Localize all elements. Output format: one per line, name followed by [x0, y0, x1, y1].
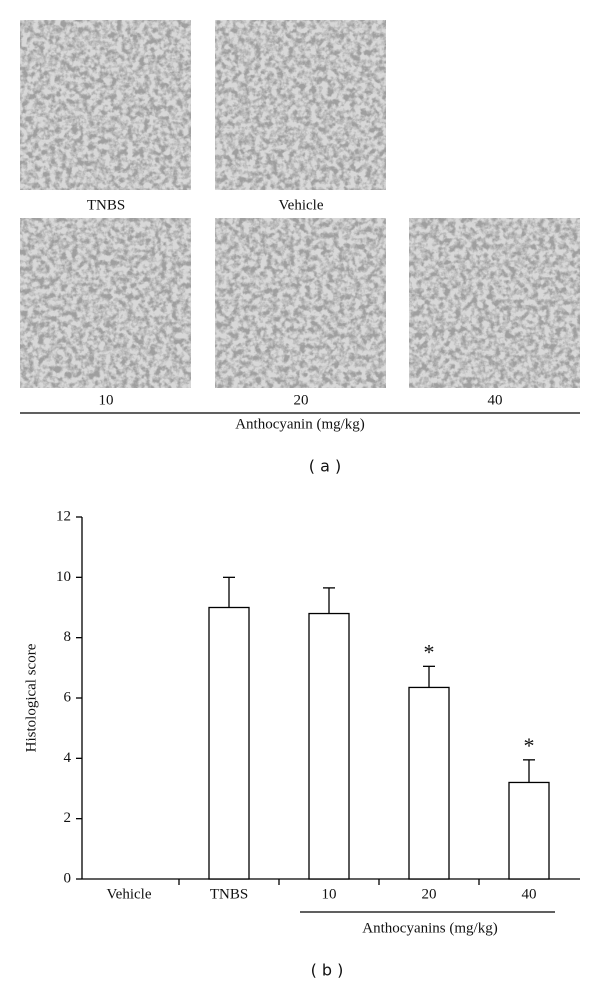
image-caption: Vehicle	[279, 197, 324, 213]
x-tick-label: 10	[322, 886, 337, 902]
y-axis-label: Histological score	[23, 643, 39, 752]
group-label: Anthocyanin (mg/kg)	[235, 416, 365, 432]
bar	[308, 612, 350, 880]
image-caption: TNBS	[87, 197, 125, 213]
y-tick-label: 6	[64, 689, 72, 705]
micrograph	[215, 218, 386, 388]
micrograph	[20, 218, 191, 388]
y-tick-label: 10	[56, 569, 71, 585]
x-tick-label: 20	[422, 886, 437, 902]
micrograph	[20, 20, 191, 190]
micrograph	[409, 218, 580, 388]
image-caption: 20	[294, 392, 309, 408]
bar-chart: 0 2 4 6 8 10 12 Vehicle TNBS 10 20 40 * * Anthocyanins…	[56, 508, 580, 936]
significance-mark: *	[524, 733, 535, 758]
panel-a: TNBS Vehicle 10 20 40	[20, 20, 580, 408]
y-tick-label: 12	[56, 508, 71, 524]
bar	[408, 686, 450, 880]
bar	[508, 781, 550, 880]
significance-mark: *	[424, 639, 435, 664]
y-tick-label: 2	[64, 810, 72, 826]
image-caption: 10	[99, 392, 114, 408]
y-tick-label: 0	[64, 870, 72, 886]
bar	[208, 606, 250, 880]
x-tick-label: 40	[522, 886, 537, 902]
x-tick-label: TNBS	[210, 886, 248, 902]
image-caption: 40	[488, 392, 503, 408]
x-tick-label: Vehicle	[107, 886, 152, 902]
y-tick-label: 8	[64, 629, 72, 645]
y-tick-label: 4	[64, 750, 72, 766]
group-label: Anthocyanins (mg/kg)	[362, 920, 497, 936]
panel-label: ( a )	[309, 457, 341, 476]
panel-label: ( b )	[311, 961, 344, 980]
micrograph	[215, 20, 386, 190]
